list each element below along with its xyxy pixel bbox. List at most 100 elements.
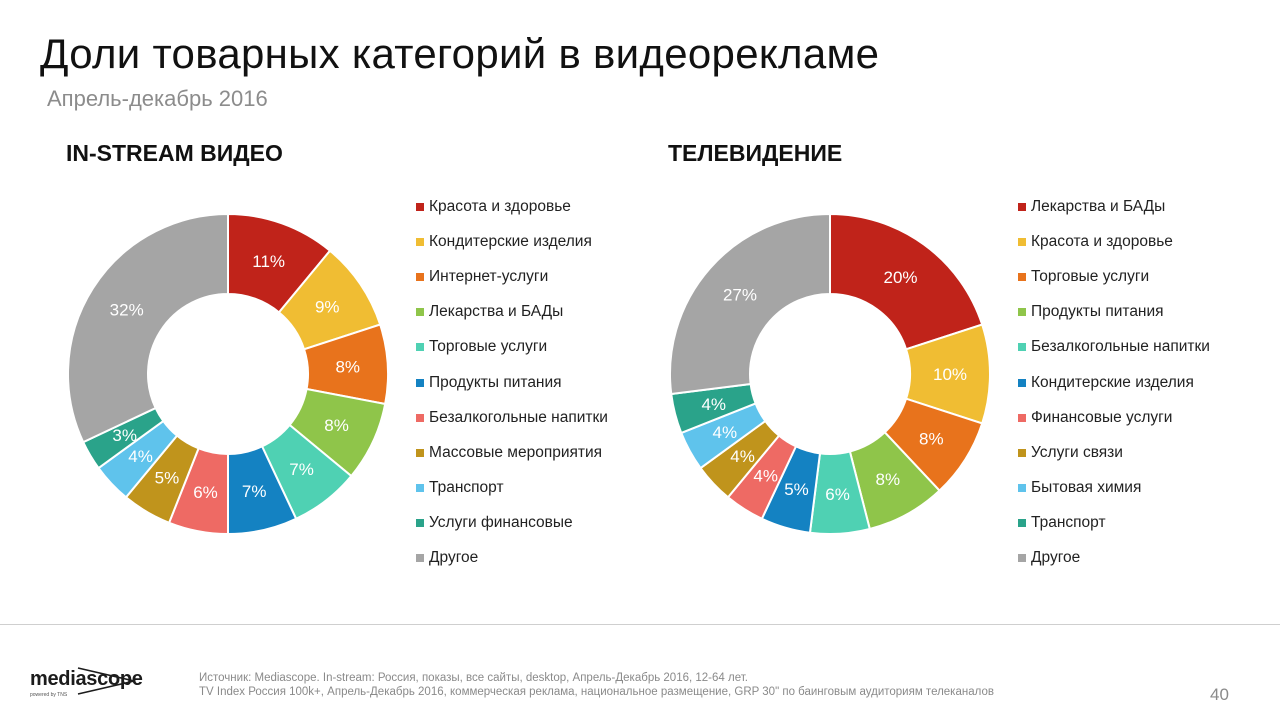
slice-label-4: 8%: [324, 416, 349, 435]
legend-tv: Лекарства и БАДы Красота и здоровье Торгов…: [1018, 189, 1210, 576]
page-title: Доли товарных категорий в видеорекламе: [40, 30, 880, 77]
slice-label-11: 27%: [723, 286, 757, 305]
slice-label-8: 5%: [155, 468, 180, 487]
legend-swatch: [1018, 378, 1026, 387]
legend-label: Лекарства и БАДы: [429, 303, 564, 321]
legend-label: Транспорт: [429, 479, 504, 497]
legend-item: Лекарства и БАДы: [1018, 189, 1210, 224]
donut-chart-tv: 20%10%8%8%6%5%4%4%4%4%27%: [670, 214, 990, 534]
legend-item: Красота и здоровье: [416, 189, 608, 224]
legend-item: Другое: [416, 541, 608, 576]
slice-11: [68, 214, 229, 444]
legend-label: Услуги финансовые: [429, 514, 573, 532]
legend-item: Безалкогольные напитки: [416, 400, 608, 435]
legend-label: Услуги связи: [1031, 443, 1123, 461]
legend-item: Услуги связи: [1018, 435, 1210, 470]
legend-item: Транспорт: [416, 471, 608, 506]
legend-label: Бытовая химия: [1031, 479, 1142, 497]
footer-divider: [0, 624, 1280, 625]
legend-swatch: [416, 237, 424, 246]
legend-swatch: [1018, 554, 1026, 563]
slice-1: [829, 214, 984, 351]
legend-label: Безалкогольные напитки: [1031, 338, 1210, 356]
legend-label: Транспорт: [1031, 514, 1106, 532]
legend-label: Торговые услуги: [429, 338, 548, 356]
legend-swatch: [1018, 308, 1026, 317]
slice-label-10: 3%: [112, 426, 137, 445]
legend-swatch: [1018, 448, 1026, 457]
legend-swatch: [1018, 343, 1026, 352]
legend-swatch: [416, 308, 424, 317]
legend-item: Торговые услуги: [416, 330, 608, 365]
slice-label-6: 7%: [242, 482, 267, 501]
legend-item: Бытовая химия: [1018, 471, 1210, 506]
legend-swatch: [416, 378, 424, 387]
legend-swatch: [416, 413, 424, 422]
page-number: 40: [1210, 685, 1229, 704]
legend-item: Безалкогольные напитки: [1018, 330, 1210, 365]
slice-label-2: 10%: [933, 365, 967, 384]
slice-label-3: 8%: [919, 429, 944, 448]
legend-item: Торговые услуги: [1018, 259, 1210, 294]
legend-item: Кондитерские изделия: [416, 224, 608, 259]
legend-swatch: [416, 484, 424, 493]
chart-title-instream: IN-STREAM ВИДЕО: [66, 140, 283, 166]
slice-label-10: 4%: [701, 395, 726, 414]
slice-label-4: 8%: [876, 470, 901, 489]
legend-label: Финансовые услуги: [1031, 408, 1173, 426]
slice-label-2: 9%: [315, 298, 340, 317]
legend-swatch: [416, 448, 424, 457]
legend-item: Финансовые услуги: [1018, 400, 1210, 435]
legend-label: Кондитерские изделия: [1031, 373, 1194, 391]
legend-swatch: [1018, 519, 1026, 528]
slice-label-1: 20%: [884, 268, 918, 287]
play-icon: [77, 667, 135, 695]
legend-item: Услуги финансовые: [416, 506, 608, 541]
legend-item: Другое: [1018, 541, 1210, 576]
legend-item: Интернет-услуги: [416, 259, 608, 294]
page-subtitle: Апрель-декабрь 2016: [47, 86, 268, 111]
mediascope-logo: mediascope powered by TNS: [30, 666, 143, 706]
legend-item: Лекарства и БАДы: [416, 295, 608, 330]
slice-label-6: 5%: [784, 480, 809, 499]
legend-label: Интернет-услуги: [429, 267, 549, 285]
legend-label: Безалкогольные напитки: [429, 408, 608, 426]
chart-title-tv: ТЕЛЕВИДЕНИЕ: [668, 140, 843, 166]
slice-label-11: 32%: [110, 301, 144, 320]
legend-swatch: [416, 519, 424, 528]
legend-item: Транспорт: [1018, 506, 1210, 541]
legend-label: Продукты питания: [429, 373, 562, 391]
legend-label: Другое: [429, 549, 479, 567]
slice-label-7: 6%: [193, 483, 218, 502]
legend-label: Массовые мероприятия: [429, 443, 603, 461]
legend-swatch: [416, 272, 424, 281]
legend-item: Красота и здоровье: [1018, 224, 1210, 259]
legend-label: Лекарства и БАДы: [1031, 197, 1166, 215]
slice-6: [227, 445, 298, 534]
slice-label-3: 8%: [335, 357, 360, 376]
logo-text: mediascope: [30, 668, 143, 690]
legend-instream: Красота и здоровье Кондитерские изделия Ин…: [416, 189, 608, 576]
legend-label: Кондитерские изделия: [429, 232, 592, 250]
source-note: Источник: Mediascope. In-stream: Россия,…: [199, 671, 994, 699]
legend-swatch: [416, 554, 424, 563]
legend-item: Кондитерские изделия: [1018, 365, 1210, 400]
slice-11: [670, 214, 831, 396]
legend-swatch: [1018, 272, 1026, 281]
legend-swatch: [1018, 413, 1026, 422]
slice-label-7: 4%: [753, 466, 778, 485]
legend-swatch: [1018, 202, 1026, 211]
slice-label-9: 4%: [128, 447, 153, 466]
slice-label-1: 11%: [252, 252, 285, 271]
legend-label: Другое: [1031, 549, 1081, 567]
legend-label: Красота и здоровье: [1031, 232, 1173, 250]
slice-label-9: 4%: [713, 423, 738, 442]
source-line-2: TV Index Россия 100k+, Апрель-Декабрь 20…: [199, 686, 994, 698]
legend-item: Массовые мероприятия: [416, 435, 608, 470]
slice-label-8: 4%: [730, 447, 755, 466]
legend-item: Продукты питания: [416, 365, 608, 400]
donut-chart-instream: 11% 9% 8% 8% 7% 7% 6% 5%4% 3% 32%: [68, 214, 388, 534]
legend-swatch: [416, 343, 424, 352]
logo-subtext: powered by TNS: [30, 692, 68, 698]
slice-label-5: 7%: [289, 460, 314, 479]
